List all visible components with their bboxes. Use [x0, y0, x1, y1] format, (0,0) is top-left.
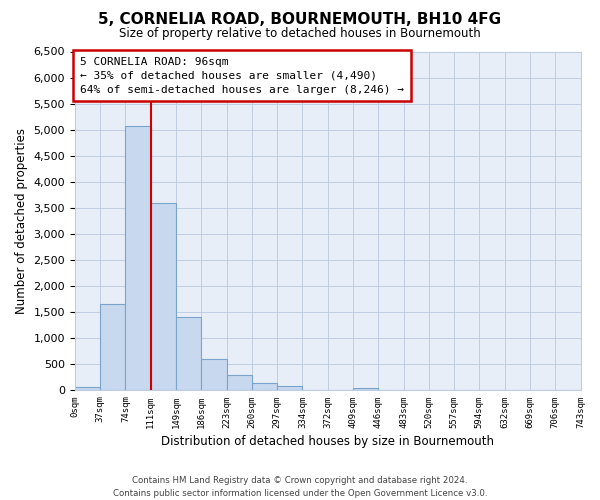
- Bar: [151, 203, 176, 390]
- Text: 5 CORNELIA ROAD: 96sqm
← 35% of detached houses are smaller (4,490)
64% of semi-: 5 CORNELIA ROAD: 96sqm ← 35% of detached…: [80, 56, 404, 94]
- Text: Contains HM Land Registry data © Crown copyright and database right 2024.
Contai: Contains HM Land Registry data © Crown c…: [113, 476, 487, 498]
- Bar: [176, 318, 202, 390]
- Bar: [277, 386, 302, 390]
- Text: Size of property relative to detached houses in Bournemouth: Size of property relative to detached ho…: [119, 28, 481, 40]
- X-axis label: Distribution of detached houses by size in Bournemouth: Distribution of detached houses by size …: [161, 434, 494, 448]
- Bar: [252, 383, 277, 390]
- Bar: [227, 375, 252, 390]
- Bar: [353, 388, 378, 390]
- Bar: [75, 388, 100, 390]
- Bar: [125, 126, 151, 390]
- Bar: [202, 358, 227, 390]
- Text: 5, CORNELIA ROAD, BOURNEMOUTH, BH10 4FG: 5, CORNELIA ROAD, BOURNEMOUTH, BH10 4FG: [98, 12, 502, 28]
- Bar: [100, 304, 125, 390]
- Y-axis label: Number of detached properties: Number of detached properties: [15, 128, 28, 314]
